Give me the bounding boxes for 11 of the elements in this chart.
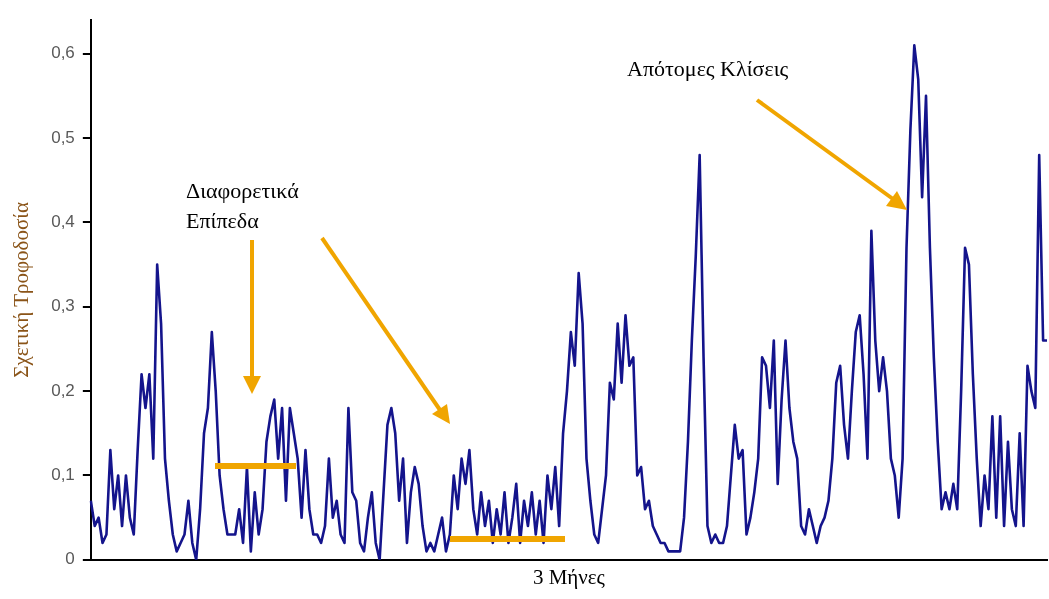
x-axis-title: 3 Μήνες [532,564,606,589]
y-tick-label: 0 [65,549,75,569]
y-tick-label: 0,2 [51,380,75,400]
y-tick-label: 0,6 [51,43,75,63]
annotation: Διαφορετικά Επίπεδα [186,177,300,235]
y-tick-label: 0,5 [51,127,75,147]
y-tick-label: 0,4 [51,212,75,232]
annotation: Απότομες Κλίσεις [627,55,790,83]
y-tick-label: 0,1 [51,465,75,485]
y-axis-title: Σχετική Τροφοδοσία [9,202,34,378]
y-tick-label: 0,3 [51,296,75,316]
